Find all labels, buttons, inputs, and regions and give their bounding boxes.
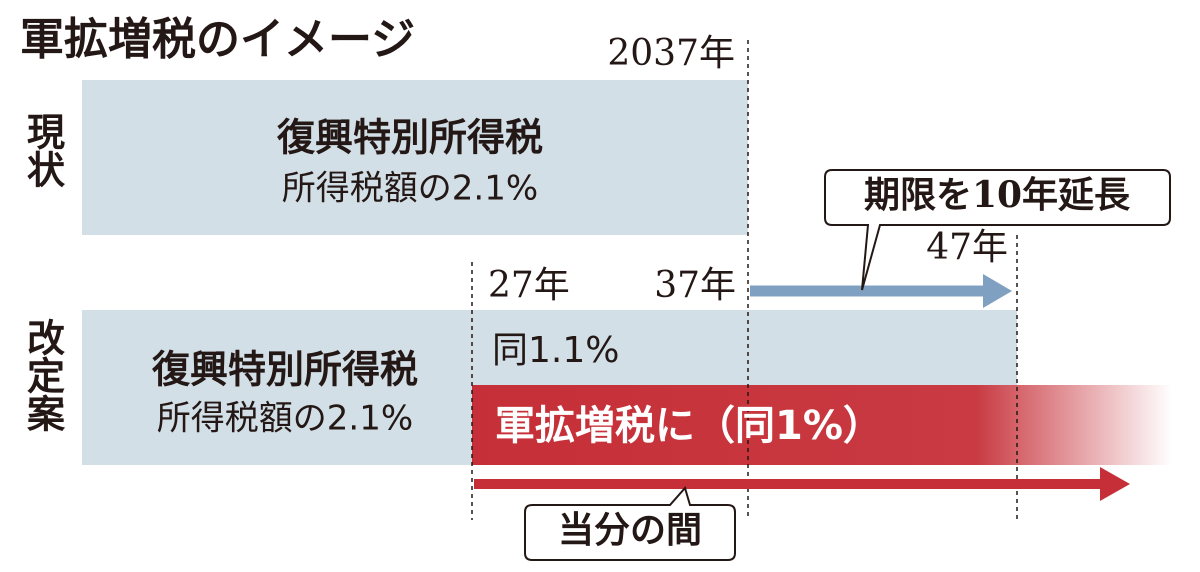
- revised-label: 改定案: [21, 318, 65, 432]
- duration-arrowhead: [1100, 467, 1130, 501]
- current-year: 2037年: [607, 33, 735, 74]
- extension-arrowhead: [983, 274, 1012, 308]
- current-label: 現状: [21, 112, 65, 188]
- military-band: [472, 385, 1172, 465]
- duration-callout: [524, 485, 736, 561]
- revised-tax-rate: 所得税額の2.1%: [157, 399, 413, 439]
- start-year: 27年: [488, 265, 570, 306]
- revised-tax-name: 復興特別所得税: [151, 348, 418, 392]
- current-tax-rate: 所得税額の2.1%: [282, 169, 538, 209]
- military-tax: 軍拡増税に（同1%）: [495, 403, 883, 449]
- end-year: 47年: [926, 227, 1008, 268]
- title: 軍拡増税のイメージ: [20, 14, 415, 65]
- extension-text: 期限を10年延長: [864, 174, 1131, 216]
- current-box: [82, 80, 748, 235]
- reduced-rate: 同1.1%: [492, 330, 619, 371]
- extension-callout: [824, 169, 1171, 291]
- duration-text: 当分の間: [558, 509, 702, 551]
- current-tax-name: 復興特別所得税: [276, 116, 543, 160]
- mid-year: 37年: [654, 265, 736, 306]
